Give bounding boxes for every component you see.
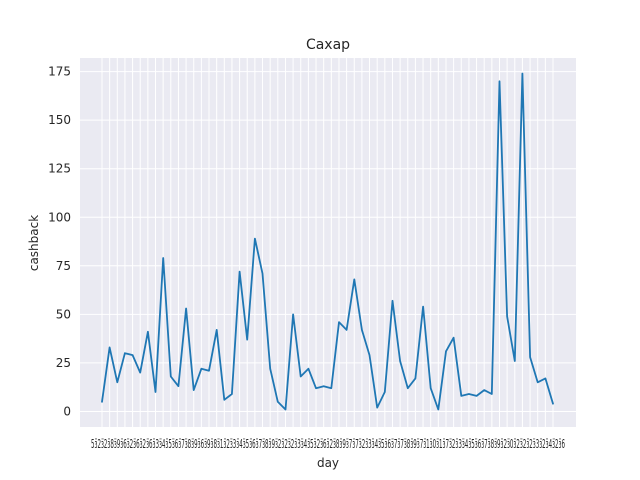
y-tick-label: 125 — [48, 162, 71, 176]
y-tick-label: 75 — [56, 259, 71, 273]
x-axis-label: day — [317, 456, 339, 470]
y-tick-label: 100 — [48, 210, 71, 224]
chart-title: Сахар — [306, 37, 350, 53]
plot-area — [80, 58, 576, 427]
series-line — [101, 72, 554, 411]
x-tick-labels: 5ӟ2ӟ2ӟ8ӟ9ӟ6ӟ2ӟ6ӟ2ӟ6ӟ3ӟ4ӟ5ӟ6ӟ7ӟ8ӟ9ӟ6ӟ9ӟ8ӟ… — [91, 437, 565, 451]
y-axis-label: cashback — [27, 215, 41, 271]
y-tick-label: 50 — [56, 307, 71, 321]
y-tick-label: 25 — [56, 356, 71, 370]
y-tick-labels: 0 25 50 75 100 125 150 175 — [48, 65, 71, 419]
y-tick-label: 175 — [48, 65, 71, 79]
y-tick-label: 150 — [48, 113, 71, 127]
series-layer — [101, 72, 554, 411]
y-tick-label: 0 — [63, 404, 71, 418]
